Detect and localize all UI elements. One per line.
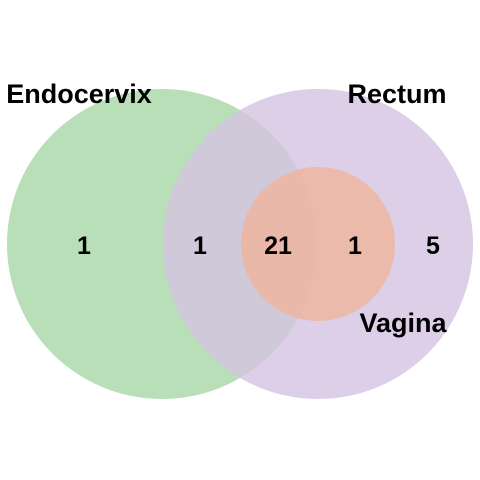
rectum-label: Rectum — [347, 79, 446, 109]
count-all-three: 21 — [264, 232, 292, 260]
count-endocervix-rectum: 1 — [193, 232, 207, 260]
count-endocervix-only: 1 — [77, 232, 91, 260]
endocervix-label: Endocervix — [6, 79, 152, 109]
vagina-circle — [241, 167, 395, 321]
count-rectum-vagina: 1 — [348, 232, 362, 260]
count-rectum-only: 5 — [426, 232, 440, 260]
vagina-label: Vagina — [359, 308, 447, 338]
